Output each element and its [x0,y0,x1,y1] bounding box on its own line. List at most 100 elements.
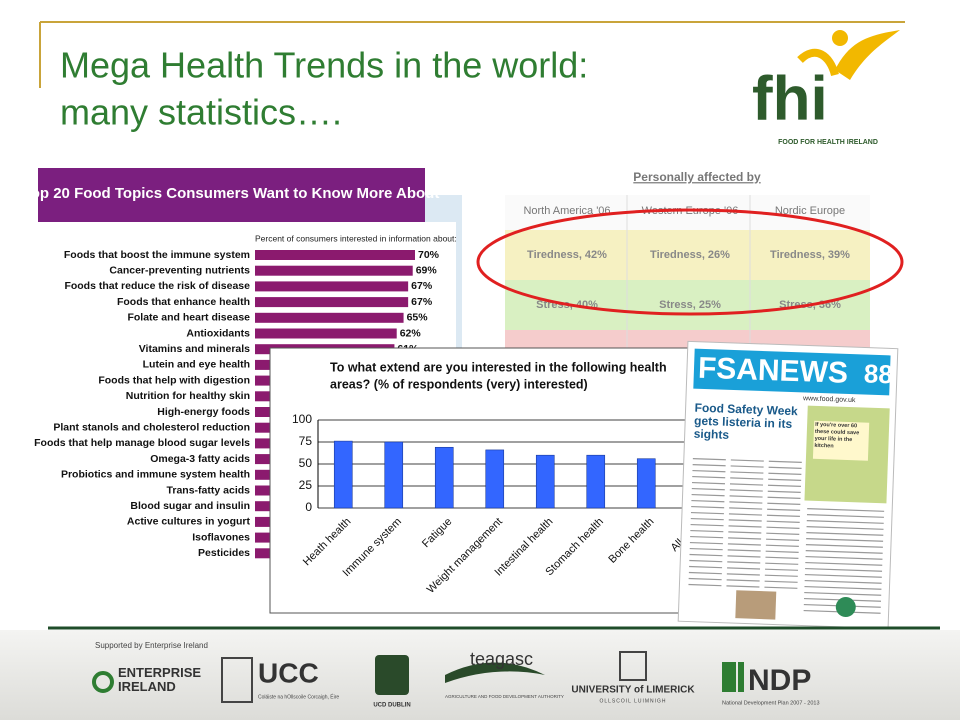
logo-mark [92,671,114,693]
masthead-bg [693,348,891,396]
text-line [806,526,884,530]
text-line [691,499,725,503]
topic-label: Folate and heart disease [127,312,250,324]
headline-box: Food Safety Week gets listeria in its si… [693,401,798,442]
chart-title: To what extend are you interested in the… [330,360,667,374]
text-line [727,567,761,570]
text-line [688,577,722,581]
topic-label: Blood sugar and insulin [130,500,250,512]
text-line [692,475,726,479]
topic-label: Trans-fatty acids [167,484,251,496]
text-line [805,567,883,572]
fhi-logo: fhi FOOD FOR HEALTH IRELAND [752,30,900,146]
text-line [766,532,800,535]
bar [636,458,656,509]
chart-header [38,168,425,222]
text-line [807,508,885,512]
footer-logo: teagasc [470,649,533,669]
text-line [766,526,800,529]
callout-bg [812,420,870,461]
text-line [730,465,764,468]
text-line [806,531,884,536]
topic-bar [255,281,409,292]
footer-caption: OLLSCOIL LUIMNIGH [599,698,666,704]
text-line [767,502,801,505]
topic-bar [255,250,415,260]
text-line [765,544,799,547]
topic-label: Active cultures in yogurt [127,516,251,528]
topic-value: 70% [418,249,440,261]
text-line [728,525,762,528]
text-line [728,519,762,522]
logo-box: ENTERPRISE IRELAND [118,666,201,694]
text-line [764,586,798,589]
text-line [729,483,764,486]
chart-title: areas? (% of respondents (very) interest… [330,377,588,391]
topic-label: Foods that reduce the risk of disease [64,280,250,292]
text-line [766,538,800,541]
footer-logo: UCC [258,657,319,688]
text-line [805,549,883,554]
footer-caption: National Development Plan 2007 - 2013 [722,700,820,706]
logo-shape [797,48,839,77]
logo-caption: FOOD FOR HEALTH IRELAND [778,139,878,146]
issue: 88 [863,358,893,389]
text-line [767,484,801,487]
text-line [767,508,801,511]
text-line [805,561,883,566]
topic-label: Foods that enhance health [117,296,250,308]
text-line [765,550,799,553]
footer-supported: Supported by Enterprise Ireland [95,641,208,650]
logo-text: fhi [752,64,828,133]
text-line [727,561,761,564]
text-line [729,495,763,498]
logo-shape [835,30,900,80]
text-line [692,469,726,473]
text-line [767,490,801,493]
text-line [692,457,726,461]
topic-label: Omega-3 fatty acids [150,453,250,465]
bar [535,454,555,509]
text-line [729,489,763,492]
y-tick-label: 50 [299,456,313,470]
text-line [689,541,723,545]
callout: If you're over 60 these could save your … [814,421,860,450]
table-row [505,230,870,280]
text-line [767,496,801,499]
text-line [764,574,798,577]
text-line [728,531,762,534]
text-line [691,493,725,497]
footer-bg [0,630,960,720]
text-line [727,549,761,552]
bar [586,454,606,509]
text-line [689,547,723,551]
topic-label: Lutein and eye health [143,359,250,371]
text-line [727,555,761,558]
text-line [690,517,724,521]
text-line [690,529,724,533]
text-line [730,471,764,474]
table-cell: Tiredness, 39% [770,249,850,261]
topic-label: Vitamins and minerals [139,343,250,355]
text-line [691,487,725,491]
table-cell: Stress, 25% [659,299,721,311]
newsletter: FSANEWS 88 www.food.gov.uk Food Safety W… [677,340,899,630]
table-cell: Tiredness, 42% [527,249,607,261]
text-line [688,571,722,575]
text-line [806,514,884,518]
topic-label: Isoflavones [192,531,250,543]
title: many statistics…. [60,92,342,133]
text-line [766,520,800,523]
headline: Food Safety Week gets listeria in its si… [693,401,798,442]
bar [384,441,404,509]
topic-value: 67% [411,296,433,308]
footer-caption: Coláiste na hOllscoile Corcaigh, Éire [258,693,339,700]
footer-logo: NDP [748,664,811,697]
topic-label: Foods that help manage blood sugar level… [34,437,250,449]
text-line [689,553,723,557]
title: Mega Health Trends in the world: [60,45,588,86]
table-cell: Tiredness, 26% [650,249,730,261]
topic-label: Nutrition for healthy skin [126,390,250,402]
topic-label: Foods that boost the immune system [64,249,250,261]
